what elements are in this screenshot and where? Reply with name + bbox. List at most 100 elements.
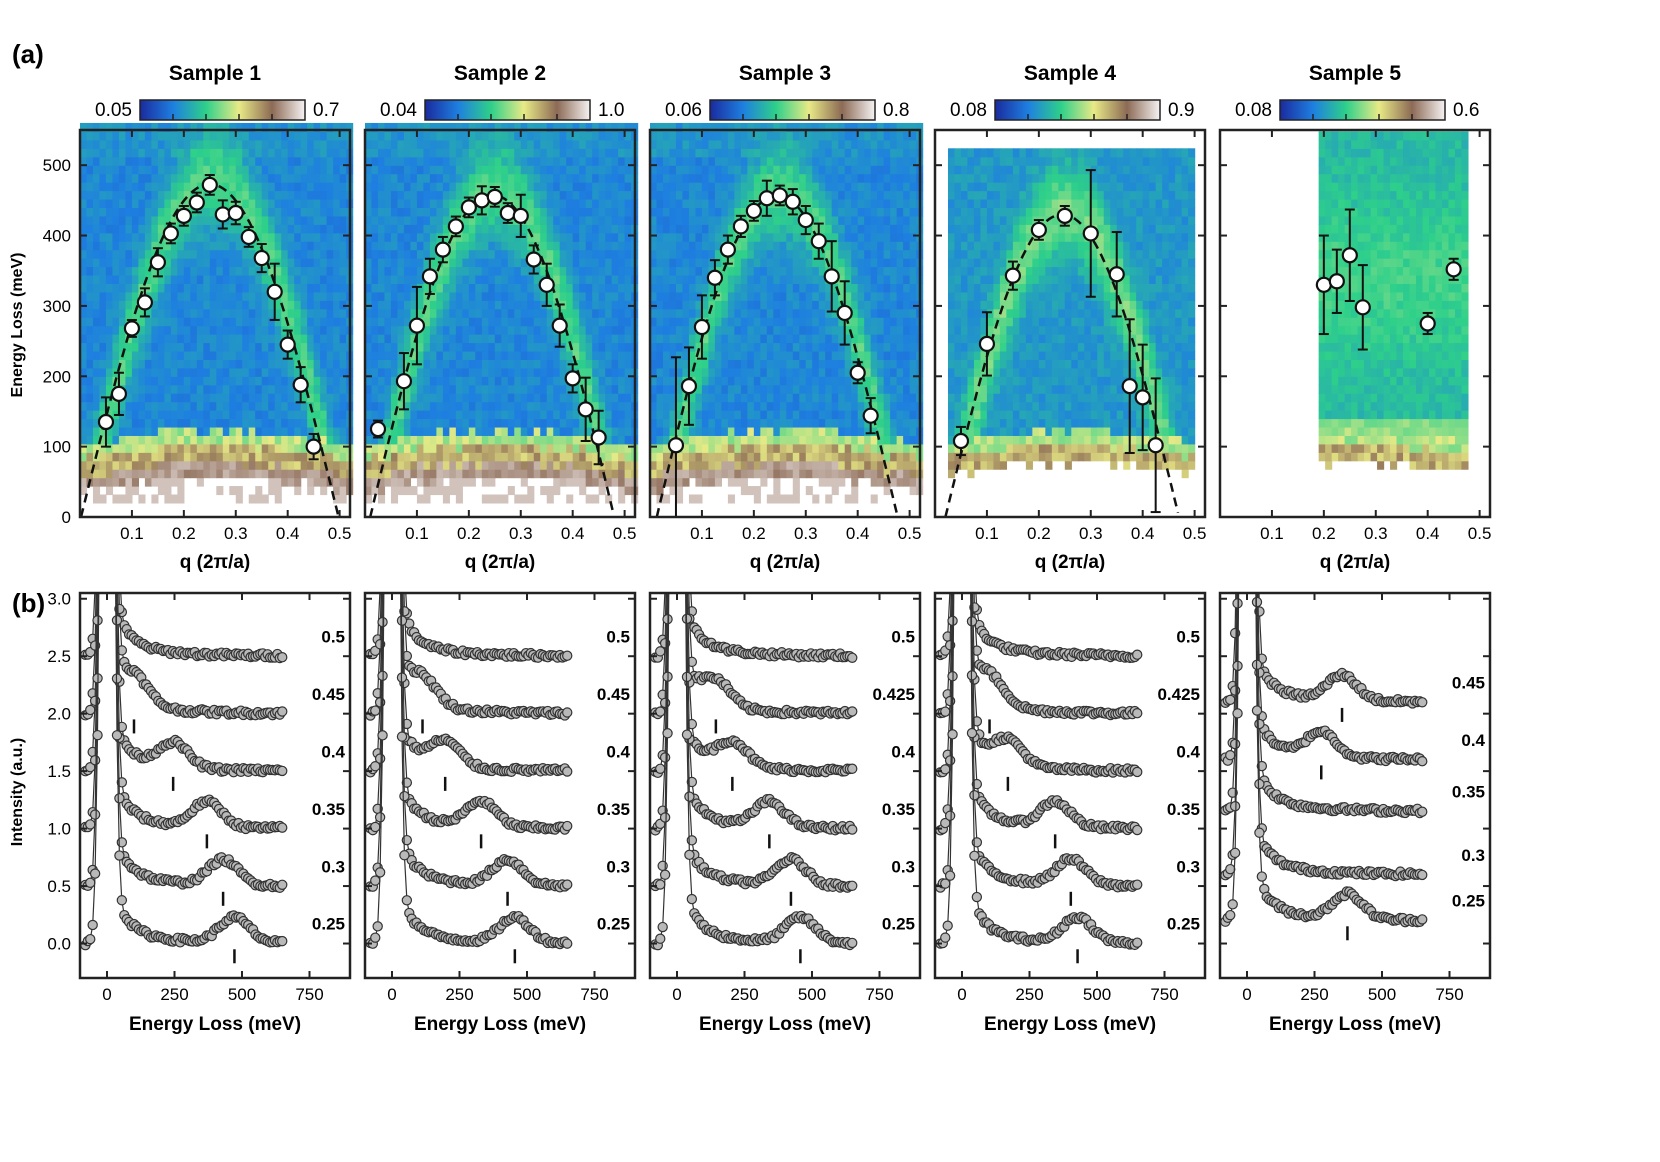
heatmap-cell [423,131,431,141]
heatmap-cell [442,418,450,428]
heatmap-cell [170,401,178,411]
heatmap-cell [669,376,677,386]
heatmap-cell [605,190,613,200]
heatmap-cell [384,367,392,377]
heatmap-cell [170,334,178,344]
heatmap-cell [592,198,600,208]
heatmap-cell [682,410,690,420]
dispersion-point [97,396,115,448]
heatmap-cell [307,207,315,217]
heatmap-cell [695,139,703,149]
heatmap-cell [618,283,626,293]
heatmap-cell [131,300,140,310]
heatmap-cell [339,232,347,242]
heatmap-cell [475,300,483,310]
heatmap-cell [598,359,606,369]
heatmap-cell [320,460,328,470]
heatmap-cell [397,460,405,470]
heatmap-cell [753,410,761,420]
heatmap-cell [455,131,463,141]
heatmap-cell [222,350,230,360]
heatmap-cell [501,308,509,318]
heatmap-cell [377,452,386,462]
heatmap-cell [410,300,418,310]
heatmap-cell [170,274,178,284]
heatmap-cell [436,182,444,192]
heatmap-cell [734,477,742,487]
heatmap-cell [281,376,289,386]
heatmap-cell [540,452,548,462]
heatmap-cell [566,426,574,436]
heatmap-cell [442,215,450,225]
heatmap-cell [579,334,587,344]
heatmap-cell [786,435,794,445]
heatmap-cell [99,258,107,268]
heatmap-cell [196,291,204,301]
heatmap-cell [546,198,554,208]
heatmap-cell [468,165,476,175]
heatmap-cell [209,291,217,301]
heatmap-cell [177,410,185,420]
heatmap-cell [170,376,178,386]
heatmap-cell [611,334,619,344]
heatmap-cell [695,401,703,411]
heatmap-cell [688,325,697,335]
heatmap-cell [196,131,204,141]
heatmap-cell [281,469,289,479]
heatmap-cell [287,418,295,428]
heatmap-cell [248,393,256,403]
heatmap-cell [377,232,386,242]
heatmap-cell [520,418,528,428]
heatmap-cell [125,435,133,445]
heatmap-cell [527,156,535,166]
heatmap-cell [527,300,535,310]
heatmap-cell [624,173,632,183]
heatmap-cell [403,165,412,175]
heatmap-cell [92,342,101,352]
heatmap-cell [377,350,386,360]
heatmap-cell [157,207,165,217]
heatmap-cell [572,342,580,352]
heatmap-cell [307,266,315,276]
heatmap-cell [320,350,328,360]
heatmap-cell [714,215,722,225]
heatmap-cell [695,291,703,301]
heatmap-cell [540,291,548,301]
heatmap-cell [747,274,755,284]
heatmap-cell [229,469,237,479]
heatmap-cell [773,266,781,276]
heatmap-cell [695,249,703,259]
heatmap-cell [533,215,541,225]
heatmap-cell [540,317,548,327]
heatmap-cell [468,410,476,420]
heatmap-cell [131,401,140,411]
heatmap-cell [307,300,315,310]
heatmap-cell [209,165,217,175]
heatmap-cell [377,156,386,166]
heatmap-cell [468,232,476,242]
heatmap-cell [300,274,308,284]
heatmap-cell [611,190,619,200]
heatmap-cell [320,198,328,208]
heatmap-cell [92,426,101,436]
heatmap-cell [766,156,774,166]
heatmap-cell [112,131,120,141]
data-point [240,228,257,246]
heatmap-cell [540,207,548,217]
heatmap-cell [527,215,535,225]
heatmap-cell [805,359,813,369]
heatmap-cell [287,291,295,301]
heatmap-cell [80,241,88,251]
heatmap-cell [190,139,198,149]
heatmap-cell [157,418,165,428]
heatmap-cell [326,460,334,470]
heatmap-cell [688,283,697,293]
heatmap-cell [436,122,444,133]
heatmap-cell [371,401,379,411]
heatmap-cell [753,342,761,352]
heatmap-cell [475,350,483,360]
heatmap-cell [779,198,787,208]
heatmap-cell [682,215,690,225]
heatmap-cell [313,334,321,344]
heatmap-cell [365,401,373,411]
